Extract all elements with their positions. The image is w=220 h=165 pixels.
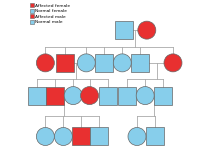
- Bar: [131, 54, 149, 72]
- Bar: [115, 21, 133, 39]
- Bar: [118, 87, 136, 105]
- Circle shape: [164, 54, 182, 72]
- Circle shape: [36, 128, 54, 146]
- Legend: Affected female, Normal female, Affected male, Normal male: Affected female, Normal female, Affected…: [30, 3, 71, 25]
- Circle shape: [64, 87, 82, 105]
- Bar: [28, 87, 46, 105]
- Circle shape: [128, 128, 146, 146]
- Circle shape: [77, 54, 95, 72]
- Circle shape: [54, 128, 72, 146]
- Circle shape: [138, 21, 156, 39]
- Bar: [95, 54, 113, 72]
- Bar: [72, 128, 90, 146]
- Bar: [56, 54, 74, 72]
- Bar: [146, 128, 164, 146]
- Circle shape: [36, 54, 54, 72]
- Bar: [46, 87, 64, 105]
- Circle shape: [136, 87, 154, 105]
- Circle shape: [113, 54, 131, 72]
- Bar: [154, 87, 172, 105]
- Bar: [99, 87, 117, 105]
- Bar: [90, 128, 108, 146]
- Circle shape: [81, 87, 99, 105]
